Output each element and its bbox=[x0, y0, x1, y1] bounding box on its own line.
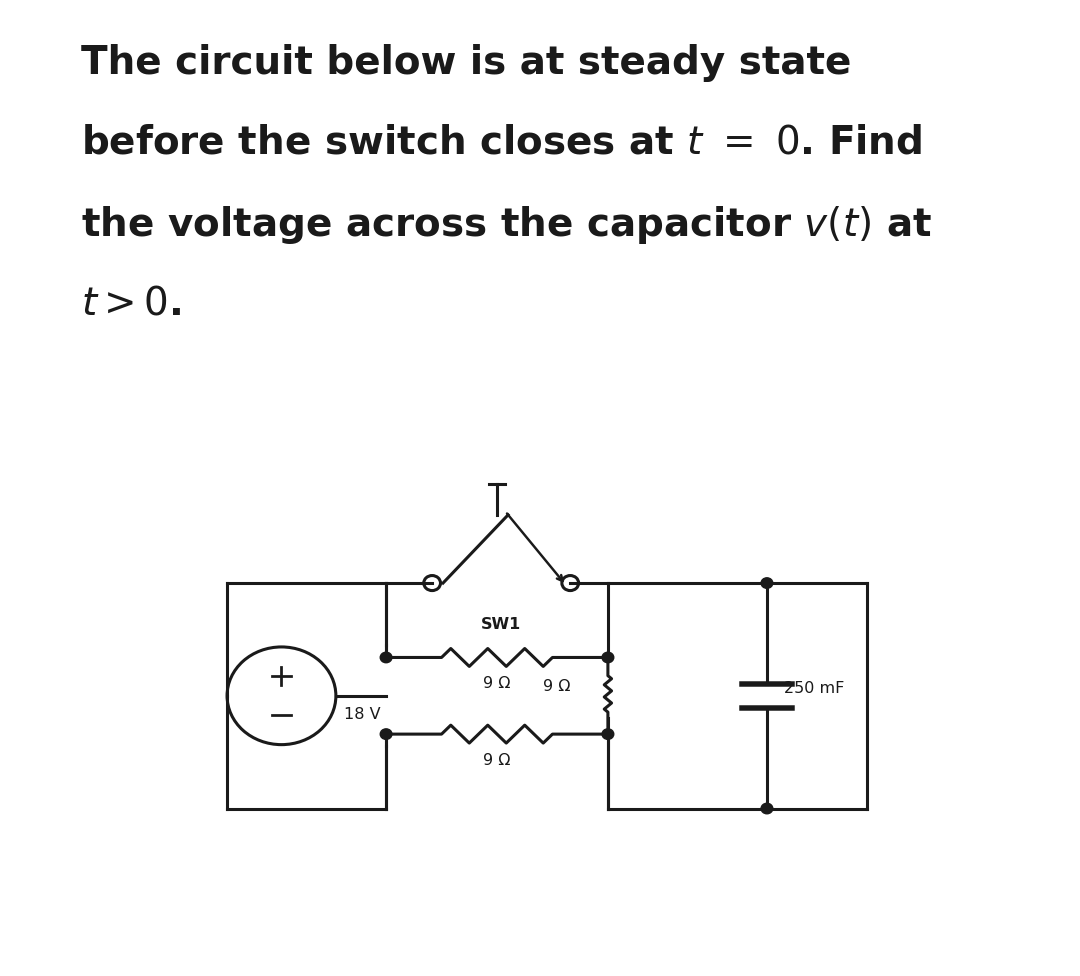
Text: the voltage across the capacitor $v(t)$ at: the voltage across the capacitor $v(t)$ … bbox=[81, 204, 932, 246]
Circle shape bbox=[380, 652, 392, 663]
Text: SW1: SW1 bbox=[481, 617, 522, 631]
Text: 9 Ω: 9 Ω bbox=[543, 679, 570, 694]
Text: 250 mF: 250 mF bbox=[784, 681, 845, 696]
Text: The circuit below is at steady state: The circuit below is at steady state bbox=[81, 44, 851, 82]
Circle shape bbox=[761, 578, 773, 589]
Circle shape bbox=[602, 729, 613, 740]
Text: before the switch closes at $t\ =\ 0$. Find: before the switch closes at $t\ =\ 0$. F… bbox=[81, 124, 922, 162]
Circle shape bbox=[380, 729, 392, 740]
Text: $t > 0$.: $t > 0$. bbox=[81, 284, 181, 322]
Text: 18 V: 18 V bbox=[345, 707, 381, 722]
Text: 9 Ω: 9 Ω bbox=[483, 676, 511, 691]
Circle shape bbox=[602, 652, 613, 663]
Text: 9 Ω: 9 Ω bbox=[483, 752, 511, 768]
Circle shape bbox=[761, 803, 773, 814]
